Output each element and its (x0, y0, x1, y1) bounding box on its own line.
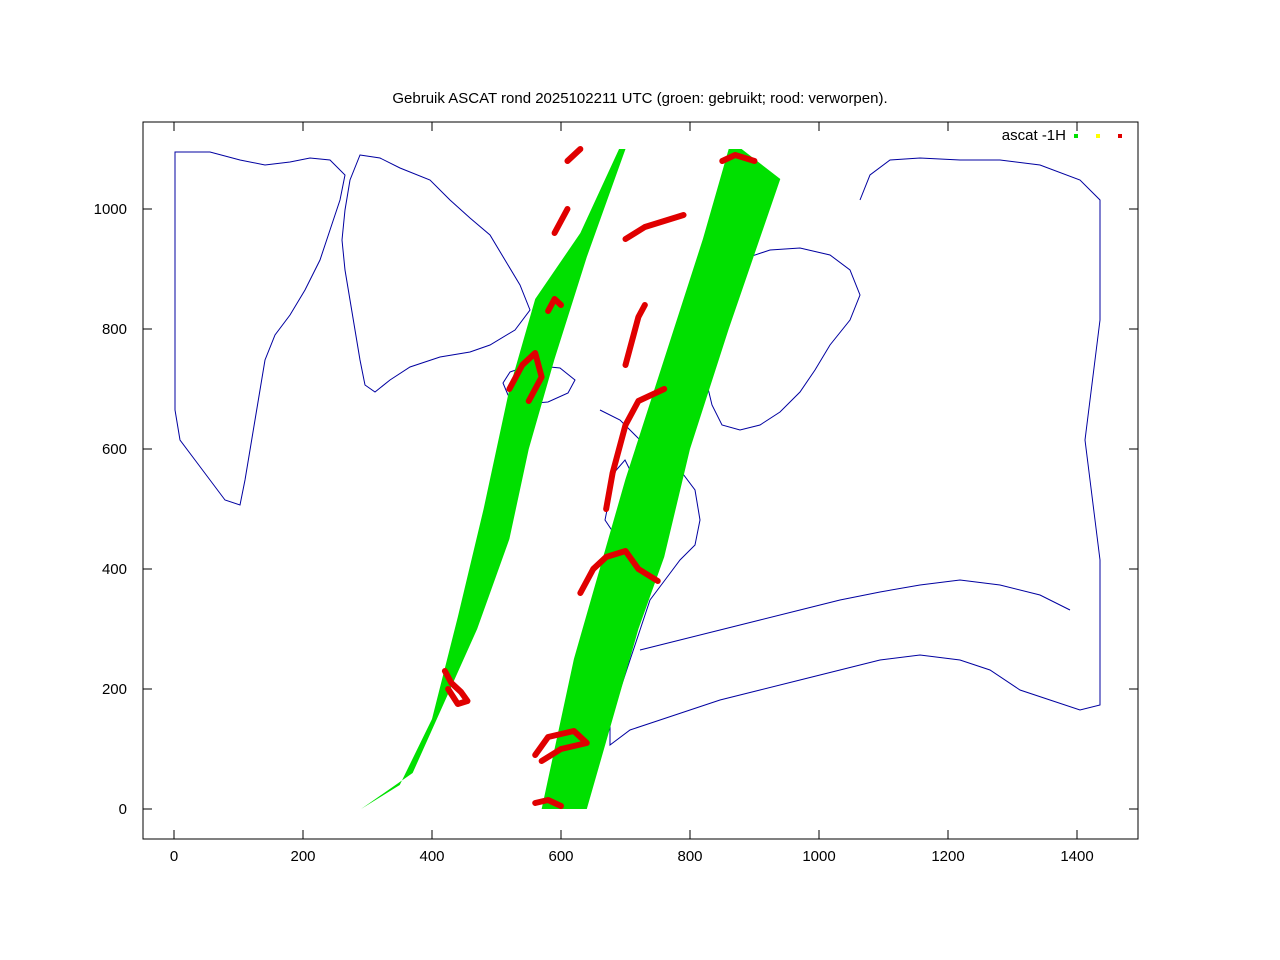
plot-frame (142, 121, 1139, 840)
x-tick-label-1400: 1400 (1060, 848, 1093, 865)
coastline-europe (599, 157, 1101, 746)
y-tick-label-1000: 1000 (94, 201, 127, 218)
y-tick-label-800: 800 (102, 321, 127, 338)
x-tick-label-0: 0 (170, 848, 178, 865)
y-tick-label-400: 400 (102, 561, 127, 578)
rejected-cluster-1 (441, 668, 471, 707)
rejected-cluster-12 (719, 152, 758, 164)
rejected-cluster-11 (622, 212, 687, 242)
rejected-cluster-4 (506, 350, 545, 404)
swath-layer (361, 149, 781, 809)
legend-marker-used (1074, 134, 1078, 138)
rejected-cluster-5 (545, 296, 564, 314)
x-tick-label-200: 200 (290, 848, 315, 865)
rejected-cluster-10 (622, 302, 648, 368)
x-tick-label-800: 800 (677, 848, 702, 865)
legend-label: ascat -1H (1002, 127, 1066, 144)
coastline-mediterranean (639, 579, 1071, 651)
chart-title: Gebruik ASCAT rond 2025102211 UTC (groen… (392, 90, 887, 107)
coastline-greenland (341, 154, 531, 393)
x-tick-label-1200: 1200 (931, 848, 964, 865)
y-axis-ticks: 0 200 400 600 800 1000 (94, 201, 1138, 818)
rejected-cluster-2 (532, 728, 590, 764)
x-tick-label-400: 400 (419, 848, 444, 865)
x-tick-label-600: 600 (548, 848, 573, 865)
coastline-canada (174, 151, 346, 506)
coastline-layer (174, 151, 1101, 746)
y-tick-label-600: 600 (102, 441, 127, 458)
rejected-layer (441, 146, 758, 809)
rejected-cluster-3 (532, 797, 564, 809)
rejected-cluster-6 (551, 206, 571, 236)
x-axis-ticks: 0 200 400 600 800 1000 1200 1400 (170, 122, 1094, 865)
y-tick-label-0: 0 (119, 801, 127, 818)
legend: ascat -1H (1002, 127, 1122, 144)
rejected-cluster-9 (603, 386, 668, 512)
legend-marker-rejected (1118, 134, 1122, 138)
rejected-cluster-8 (577, 548, 661, 596)
x-tick-label-1000: 1000 (802, 848, 835, 865)
rejected-cluster-7 (564, 146, 584, 164)
legend-marker-other (1096, 134, 1100, 138)
swath-2 (541, 149, 781, 809)
swath-1 (361, 149, 626, 809)
y-tick-label-200: 200 (102, 681, 127, 698)
